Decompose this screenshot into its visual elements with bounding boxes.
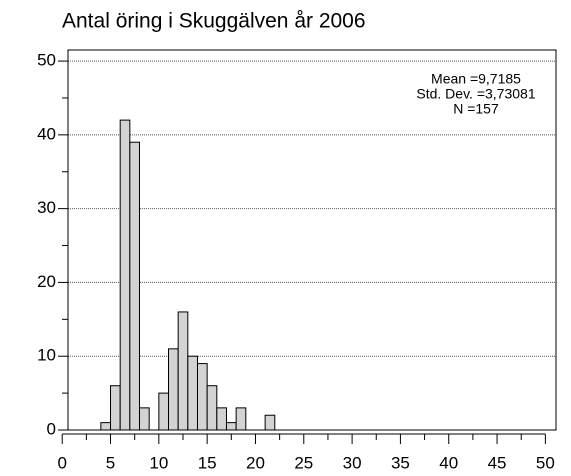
bar: [187, 355, 198, 431]
x-tick-label: 25: [294, 453, 313, 472]
x-tick-label: 30: [343, 453, 362, 472]
bar: [129, 141, 141, 431]
bar: [235, 407, 247, 431]
bar: [119, 119, 131, 431]
y-tick-label: 0: [47, 419, 56, 438]
bar: [167, 348, 179, 431]
y-tick-label: 10: [37, 346, 56, 365]
y-tick-label: 50: [37, 51, 56, 70]
annotation: Mean =9,7185: [431, 71, 521, 87]
bar: [225, 422, 237, 431]
bar: [100, 422, 112, 431]
x-tick-label: 45: [488, 453, 507, 472]
x-tick-label: 15: [198, 453, 217, 472]
bar: [196, 363, 208, 431]
chart-title: Antal öring i Skuggälven år 2006: [62, 10, 366, 33]
annotation: N =157: [453, 101, 499, 117]
bar: [216, 407, 227, 431]
y-tick-label: 30: [37, 198, 56, 217]
x-tick-label: 20: [246, 453, 265, 472]
bar: [177, 311, 189, 431]
plot-frame: [67, 49, 557, 431]
x-tick-label: 50: [536, 453, 555, 472]
x-tick-label: 10: [149, 453, 168, 472]
bar: [264, 414, 276, 431]
x-tick-label: 5: [106, 453, 115, 472]
x-tick-label: 35: [391, 453, 410, 472]
annotation: Std. Dev. =3,73081: [416, 86, 535, 102]
y-tick-label: 20: [37, 272, 56, 291]
bar: [206, 385, 218, 431]
bar: [110, 385, 121, 431]
bar: [139, 407, 150, 431]
y-tick-label: 40: [37, 124, 56, 143]
x-tick-label: 0: [57, 453, 66, 472]
bar: [158, 392, 169, 431]
x-tick-label: 40: [439, 453, 458, 472]
